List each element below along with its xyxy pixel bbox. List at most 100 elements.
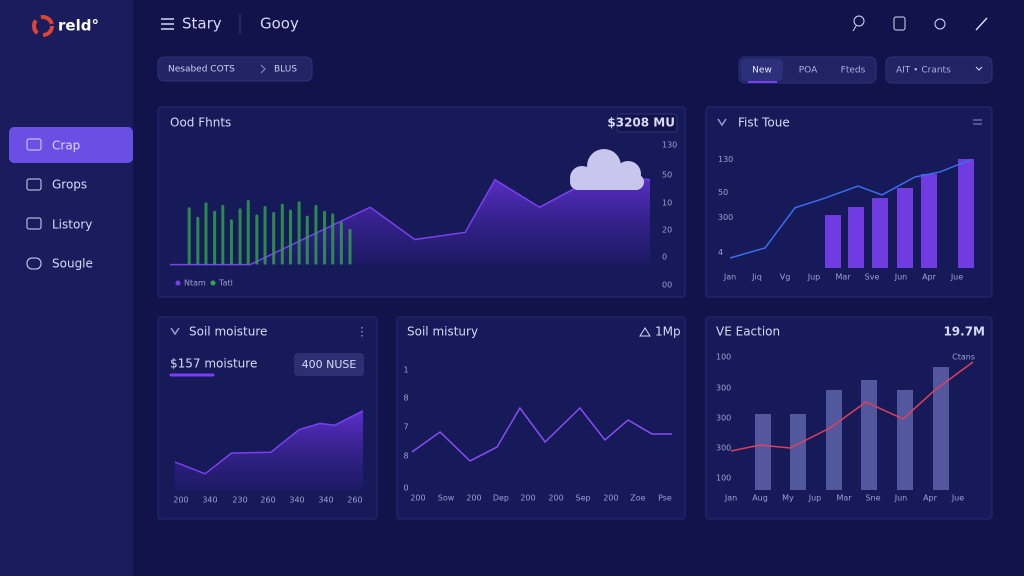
bar bbox=[238, 208, 242, 265]
y-tick-label: 0 bbox=[662, 253, 667, 262]
bar bbox=[213, 210, 217, 265]
line bbox=[729, 159, 971, 259]
bar bbox=[897, 389, 913, 490]
y-tick-label: 7 bbox=[403, 422, 408, 431]
panel bbox=[705, 106, 993, 298]
nav-icon bbox=[26, 217, 42, 230]
y-tick-label: 8 bbox=[403, 452, 408, 461]
legend-label: Ntam bbox=[184, 279, 206, 288]
x-tick-label: Sow bbox=[438, 494, 455, 503]
y-tick-label: 00 bbox=[662, 281, 672, 290]
nav-item[interactable]: Listory bbox=[52, 218, 92, 232]
bar bbox=[339, 221, 343, 265]
bar bbox=[305, 215, 309, 265]
panel-title: Soil mistury bbox=[407, 325, 478, 339]
search-icon[interactable] bbox=[853, 15, 865, 27]
x-tick-label: 340 bbox=[202, 496, 217, 505]
x-tick-label: Sve bbox=[865, 273, 880, 282]
x-tick-label: 200 bbox=[603, 494, 618, 503]
area-fill bbox=[175, 410, 363, 490]
bar bbox=[263, 206, 267, 265]
x-tick-label: Jue bbox=[951, 494, 964, 503]
x-tick-label: Apr bbox=[922, 273, 937, 282]
x-tick-label: Jan bbox=[724, 494, 737, 503]
bar bbox=[826, 389, 842, 490]
x-tick-label: 200 bbox=[410, 494, 425, 503]
edit-icon[interactable] bbox=[975, 17, 988, 31]
x-tick-label: Jup bbox=[808, 494, 822, 503]
alert-icon bbox=[639, 327, 651, 337]
settings-icon[interactable] bbox=[934, 18, 946, 30]
bar bbox=[297, 201, 301, 265]
x-tick-label: 200 bbox=[520, 494, 535, 503]
y-tick-label: 0 bbox=[403, 484, 408, 493]
x-tick-label: 200 bbox=[466, 494, 481, 503]
dropdown[interactable] bbox=[885, 56, 993, 84]
nav-item[interactable]: Crap bbox=[52, 139, 80, 153]
y-tick-label: 8 bbox=[403, 393, 408, 402]
panel-badge: 400 NUSE bbox=[302, 358, 357, 371]
menu-icon[interactable] bbox=[973, 119, 982, 125]
nav-item[interactable]: Sougle bbox=[52, 257, 93, 271]
panel-title: Ood Fhnts bbox=[170, 116, 231, 130]
nav-icon bbox=[26, 178, 42, 191]
x-tick-label: Pse bbox=[658, 494, 672, 503]
x-tick-label: Mar bbox=[835, 273, 851, 282]
nav-icon bbox=[26, 257, 42, 270]
breadcrumb bbox=[157, 56, 313, 82]
tab[interactable]: New bbox=[752, 66, 772, 76]
y-tick-label: 4 bbox=[718, 248, 723, 257]
y-tick-label: 300 bbox=[716, 414, 731, 423]
badge bbox=[616, 113, 678, 133]
panel bbox=[705, 316, 993, 520]
x-tick-label: Sep bbox=[576, 494, 591, 503]
search-icon bbox=[852, 25, 857, 32]
x-tick-label: Zoe bbox=[630, 494, 645, 503]
nav-active[interactable] bbox=[9, 127, 133, 163]
header-subtitle: Gooy bbox=[260, 15, 299, 33]
menu-icon[interactable] bbox=[161, 18, 174, 30]
y-tick-label: 300 bbox=[718, 213, 733, 222]
nav-item[interactable]: Grops bbox=[52, 178, 87, 192]
y-tick-label: 20 bbox=[662, 225, 672, 234]
bar bbox=[204, 202, 208, 265]
bar bbox=[280, 203, 284, 265]
chevron bbox=[717, 118, 727, 127]
panel-title: VE Eaction bbox=[716, 325, 780, 339]
chevron bbox=[170, 327, 180, 336]
x-tick-label: Sne bbox=[865, 494, 880, 503]
breadcrumb-item[interactable]: Nesabed COTS bbox=[168, 65, 235, 75]
x-tick-label: 340 bbox=[318, 496, 333, 505]
bar bbox=[348, 228, 352, 265]
bar bbox=[323, 210, 327, 265]
bar bbox=[825, 215, 841, 268]
panel bbox=[396, 316, 686, 520]
x-tick-label: Vg bbox=[780, 273, 791, 282]
y-tick-label: 50 bbox=[662, 170, 672, 179]
bar bbox=[872, 198, 888, 268]
tab[interactable]: POA bbox=[799, 66, 818, 76]
panel-title: Fist Toue bbox=[738, 116, 790, 130]
nav-icon bbox=[26, 138, 42, 151]
bar bbox=[314, 204, 318, 265]
y-tick-label: 130 bbox=[662, 141, 677, 150]
bar bbox=[288, 209, 292, 265]
x-tick-label: Jup bbox=[807, 273, 821, 282]
bar bbox=[861, 379, 877, 490]
breadcrumb-item[interactable]: BLUS bbox=[274, 65, 297, 75]
panel-subtitle: $157 moisture bbox=[170, 357, 257, 371]
sidebar bbox=[0, 0, 133, 576]
area-line bbox=[174, 410, 364, 475]
tab[interactable]: Fteds bbox=[841, 66, 866, 76]
more-icon[interactable]: ⋮ bbox=[356, 325, 368, 339]
x-tick-label: 200 bbox=[548, 494, 563, 503]
bar bbox=[921, 173, 937, 268]
bar bbox=[958, 158, 974, 268]
x-tick-label: 230 bbox=[232, 496, 247, 505]
y-tick-label: 300 bbox=[716, 383, 731, 392]
clipboard-icon[interactable] bbox=[893, 16, 906, 31]
tab-active[interactable] bbox=[741, 59, 783, 81]
x-tick-label: Dep bbox=[493, 494, 509, 503]
